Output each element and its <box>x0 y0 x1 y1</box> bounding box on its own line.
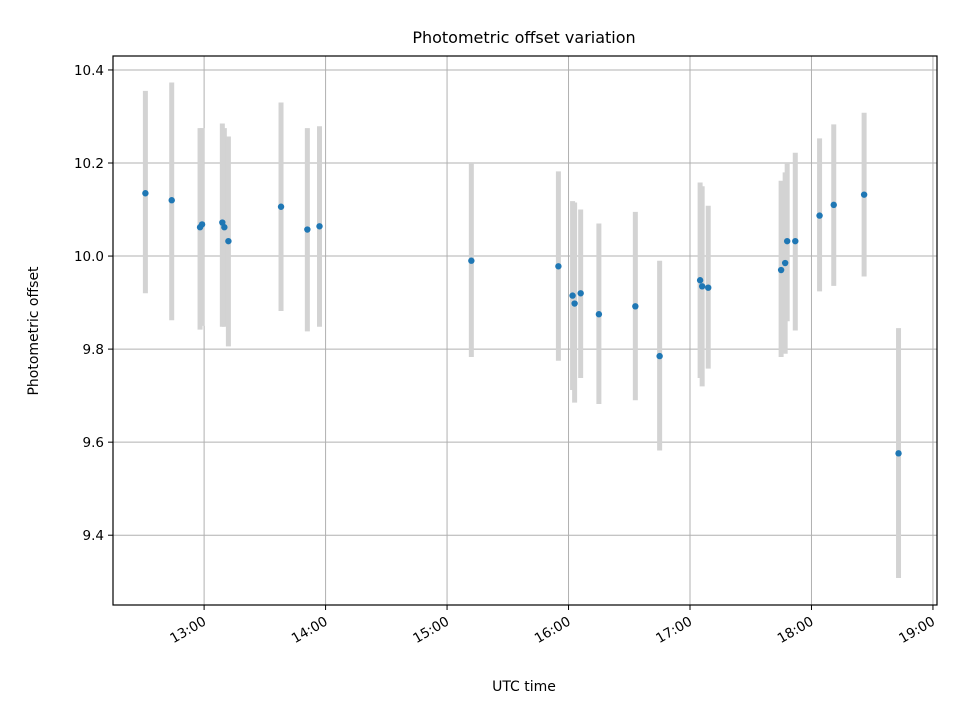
data-point <box>168 197 175 204</box>
x-tick-label: 13:00 <box>167 614 209 647</box>
y-axis-label: Photometric offset <box>26 266 42 396</box>
data-point <box>468 257 475 264</box>
x-tick-label: 19:00 <box>896 614 938 647</box>
data-point <box>860 191 868 198</box>
data-point <box>830 201 837 209</box>
data-point <box>783 237 791 245</box>
y-tick-label: 10.0 <box>74 249 104 265</box>
data-point <box>656 352 663 360</box>
data-point <box>895 450 902 457</box>
x-tick-label: 15:00 <box>410 614 452 647</box>
data-point <box>142 190 149 197</box>
chart-title: Photometric offset variation <box>412 28 635 47</box>
x-tick-label: 14:00 <box>289 614 331 647</box>
data-point <box>225 237 232 245</box>
data-point <box>571 300 578 307</box>
data-point <box>555 263 562 270</box>
y-tick-label: 9.6 <box>83 435 104 451</box>
data-point <box>304 226 311 233</box>
data-point <box>221 224 228 231</box>
x-tick-label: 17:00 <box>653 614 695 647</box>
data-point <box>632 303 639 310</box>
data-point <box>577 290 584 297</box>
y-tick-label: 10.2 <box>74 156 104 172</box>
data-point <box>198 221 206 228</box>
data-point <box>698 283 706 290</box>
y-tick-label: 10.4 <box>74 63 104 79</box>
grid-lines <box>113 56 937 605</box>
data-point <box>696 277 704 284</box>
data-point <box>705 284 712 291</box>
error-bars <box>142 82 902 579</box>
data-point <box>316 223 323 230</box>
plot-frame <box>112 55 938 606</box>
data-point <box>569 292 576 299</box>
y-tick-label: 9.8 <box>83 342 104 358</box>
y-axis-ticks: 9.4 9.6 9.8 10.0 10.2 10.4 <box>74 63 113 544</box>
x-axis-ticks: 13:00 14:00 15:00 16:00 17:00 18:00 19:00 <box>167 605 938 647</box>
y-tick-label: 9.4 <box>83 528 104 544</box>
data-point <box>777 266 785 274</box>
data-point <box>816 212 823 219</box>
data-point <box>781 259 789 267</box>
x-axis-label: UTC time <box>492 679 556 695</box>
data-point <box>277 203 285 210</box>
data-point <box>792 237 799 245</box>
data-point <box>595 311 603 318</box>
x-tick-label: 18:00 <box>775 614 817 647</box>
x-tick-label: 16:00 <box>532 614 574 647</box>
data-points <box>142 190 902 457</box>
